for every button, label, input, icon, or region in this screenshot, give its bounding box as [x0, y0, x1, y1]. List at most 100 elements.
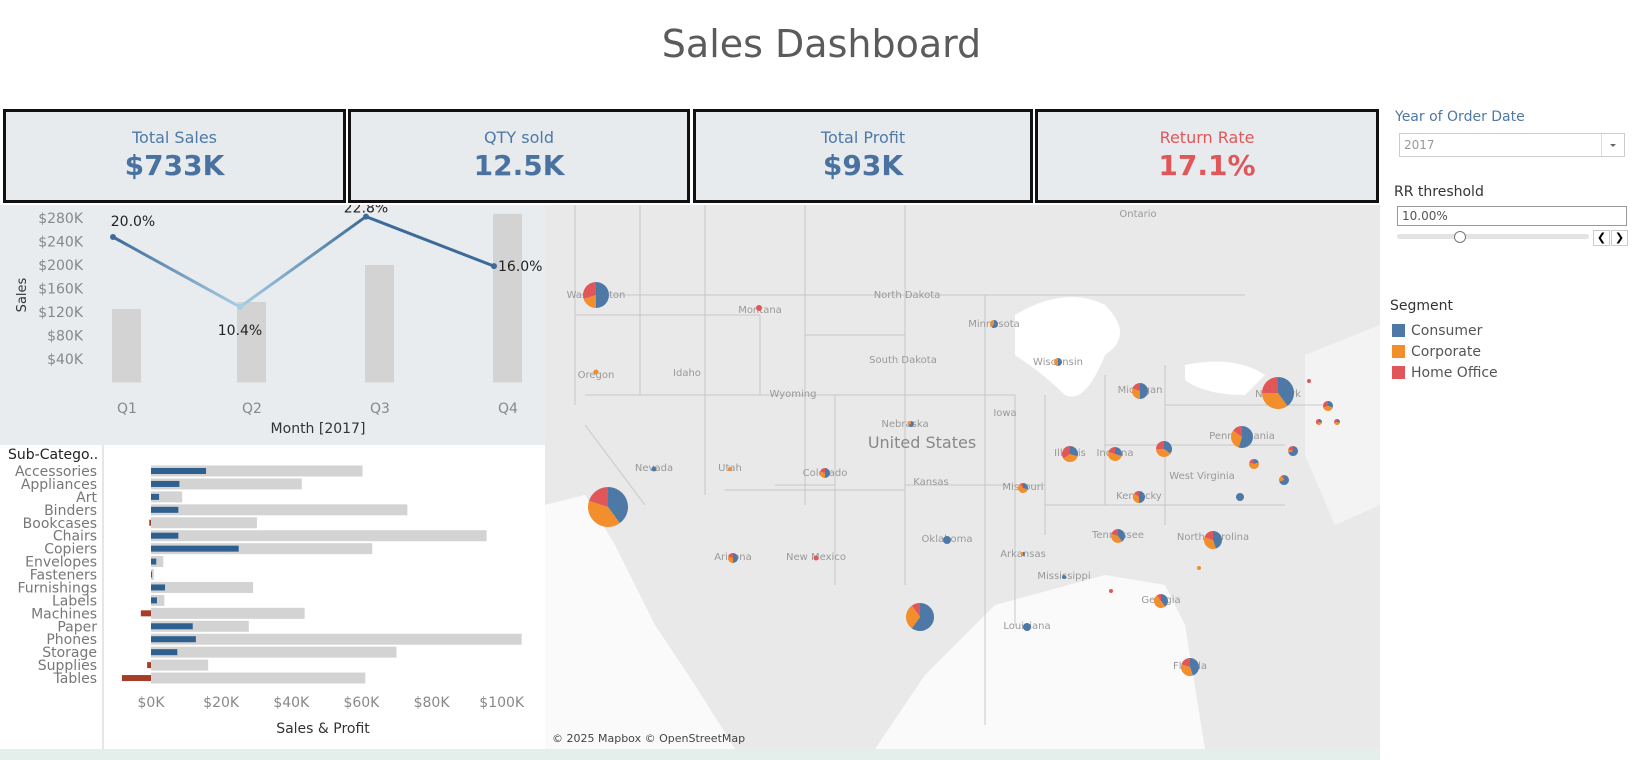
pie-marker[interactable]	[1109, 589, 1113, 593]
pie-slice	[728, 556, 733, 563]
pie-marker[interactable]	[1133, 491, 1145, 503]
great-lakes	[1015, 297, 1120, 397]
sales-bar	[151, 607, 305, 619]
map-label: Nebraska	[881, 419, 928, 430]
pie-marker[interactable]	[1307, 379, 1311, 383]
year-dropdown[interactable]: 2017	[1399, 133, 1625, 157]
pie-slice	[943, 536, 951, 544]
pie-slice	[1288, 446, 1298, 456]
pie-marker[interactable]	[728, 553, 738, 563]
rr-slider-thumb[interactable]	[1454, 231, 1467, 243]
pie-slice	[1262, 377, 1278, 393]
filter-panel: Year of Order Date 2017 RR threshold 10.…	[1380, 100, 1643, 760]
pie-slice	[1023, 623, 1031, 631]
pie-marker[interactable]	[990, 320, 998, 328]
chevron-down-icon[interactable]	[1601, 134, 1624, 156]
pie-slice	[1307, 379, 1311, 383]
return-rate-label: 16.0%	[498, 259, 542, 275]
pie-marker[interactable]	[1334, 419, 1340, 425]
pie-marker[interactable]	[728, 467, 732, 471]
return-rate-point	[363, 213, 369, 220]
gulf-of-mexico	[875, 575, 1205, 749]
pie-marker[interactable]	[1279, 475, 1289, 486]
category-label: Furnishings	[17, 580, 97, 596]
category-label: Machines	[31, 606, 97, 622]
rr-threshold-label: RR threshold	[1394, 184, 1484, 200]
pie-marker[interactable]	[1323, 401, 1333, 412]
pie-marker[interactable]	[1062, 575, 1066, 579]
pie-slice	[1111, 529, 1118, 536]
pie-marker[interactable]	[1197, 566, 1201, 570]
sales-bar	[151, 478, 302, 490]
pie-marker[interactable]	[1132, 383, 1148, 399]
pie-marker[interactable]	[1062, 446, 1078, 462]
pie-slice	[820, 468, 825, 473]
pie-marker[interactable]	[1231, 426, 1253, 448]
category-label: Paper	[57, 619, 97, 635]
x-tick-label: Q4	[498, 401, 518, 417]
divider	[0, 443, 545, 445]
pie-marker[interactable]	[1154, 594, 1168, 608]
pie-marker[interactable]	[588, 487, 628, 527]
rr-slider-track[interactable]	[1397, 234, 1589, 239]
pie-marker[interactable]	[583, 282, 609, 308]
pie-slice	[733, 553, 738, 563]
profit-bar	[151, 636, 196, 643]
pie-marker[interactable]	[1054, 358, 1062, 366]
profit-bar	[151, 545, 239, 552]
subcategory-chart[interactable]: Sub-Catego.. Accessories Appliances Art Bind…	[0, 443, 545, 749]
pie-marker[interactable]	[813, 555, 819, 561]
pie-marker[interactable]	[651, 466, 657, 472]
pie-marker[interactable]	[593, 369, 599, 375]
pie-marker[interactable]	[756, 305, 762, 311]
pie-marker[interactable]	[1108, 447, 1122, 461]
rr-threshold-value: 10.00%	[1402, 209, 1448, 223]
map-label: Iowa	[993, 408, 1016, 419]
pie-slice	[1238, 426, 1253, 448]
pie-slice	[1323, 406, 1333, 412]
pie-marker[interactable]	[1316, 419, 1322, 425]
pie-marker[interactable]	[1288, 446, 1298, 456]
category-label: Envelopes	[25, 555, 97, 571]
legend-item-consumer[interactable]: Consumer	[1392, 320, 1498, 341]
pie-marker[interactable]	[1156, 441, 1172, 457]
pie-marker[interactable]	[1204, 531, 1222, 549]
pie-marker[interactable]	[820, 468, 830, 478]
sales-map[interactable]: WashingtonMontanaOregonIdahoWyomingNorth…	[545, 205, 1380, 749]
kpi-total-profit: Total Profit $93K	[693, 109, 1033, 203]
kpi-value: 17.1%	[1158, 149, 1256, 182]
quarterly-sales-chart[interactable]: $40K $80K $120K $160K $200K $240K $280K Sales Q1…	[0, 201, 545, 443]
pie-slice	[1108, 451, 1122, 461]
legend-item-corporate[interactable]: Corporate	[1392, 341, 1498, 362]
pie-marker[interactable]	[1018, 483, 1028, 494]
legend-label: Consumer	[1411, 322, 1483, 339]
pie-marker[interactable]	[1262, 377, 1294, 409]
pie-marker[interactable]	[908, 421, 914, 427]
pie-slice	[1334, 419, 1337, 423]
pie-marker[interactable]	[1023, 623, 1031, 631]
pie-marker[interactable]	[1111, 529, 1125, 543]
pie-marker[interactable]	[906, 603, 934, 631]
chevron-right-icon: ❯	[1614, 231, 1625, 244]
x-axis-title: Sales & Profit	[276, 721, 370, 737]
pie-marker[interactable]	[1181, 658, 1199, 676]
pie-marker[interactable]	[1236, 493, 1244, 501]
x-tick-label: $100K	[479, 695, 525, 711]
pie-marker[interactable]	[1249, 459, 1259, 469]
y-tick-label: $280K	[38, 211, 84, 227]
subcategory-chart-svg: Sub-Catego..AccessoriesAppliancesArtBind…	[0, 443, 545, 749]
map-attribution: © 2025 Mapbox © OpenStreetMap	[552, 732, 745, 745]
x-tick-label: $40K	[273, 695, 310, 711]
return-rate-point	[237, 303, 243, 310]
category-label: Fasteners	[30, 568, 97, 584]
legend-item-home-office[interactable]: Home Office	[1392, 362, 1498, 383]
rr-threshold-input[interactable]: 10.00%	[1397, 206, 1627, 226]
pie-slice	[1181, 664, 1193, 676]
pie-slice	[825, 468, 830, 478]
profit-bar	[151, 649, 178, 656]
pie-marker[interactable]	[943, 536, 951, 544]
kpi-total-sales: Total Sales $733K	[3, 109, 346, 203]
rr-decrement-button[interactable]: ❮	[1593, 230, 1610, 246]
pie-marker[interactable]	[1021, 552, 1025, 556]
rr-increment-button[interactable]: ❯	[1611, 230, 1628, 246]
